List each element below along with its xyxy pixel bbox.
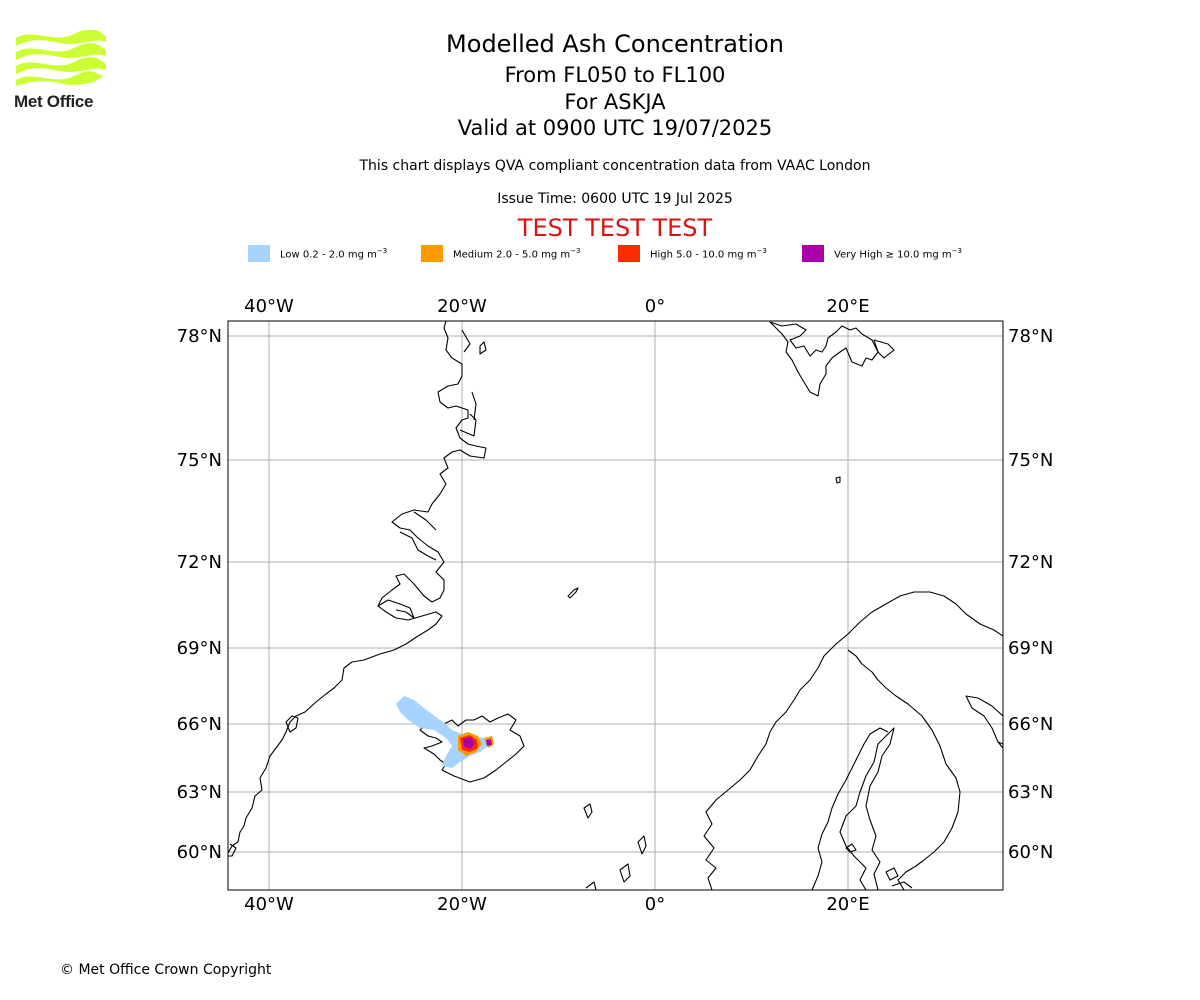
gulf-of-bothnia — [847, 649, 961, 890]
latitude-label-left: 72°N — [177, 552, 222, 573]
test-banner: TEST TEST TEST — [517, 214, 713, 242]
legend-label-medium: Medium 2.0 - 5.0 — [453, 249, 538, 261]
longitude-label-top: 20°W — [437, 296, 487, 317]
longitude-label-top: 40°W — [244, 296, 294, 317]
logo-text: Met Office — [14, 92, 94, 111]
issue-time: Issue Time: 0600 UTC 19 Jul 2025 — [497, 191, 733, 207]
ash-low-area — [396, 696, 488, 768]
baltic-coast — [965, 695, 1003, 749]
longitude-label-bottom: 40°W — [244, 894, 294, 915]
longitude-label-bottom: 0° — [645, 894, 665, 915]
longitude-label-bottom: 20°E — [826, 894, 869, 915]
latitude-label-left: 63°N — [177, 782, 222, 803]
legend-label-very-high: Very High ≥ 10.0 — [834, 249, 920, 261]
latitude-label-right: 63°N — [1008, 782, 1053, 803]
latitude-label-left: 78°N — [177, 326, 222, 347]
valid-time: Valid at 0900 UTC 19/07/2025 — [457, 116, 773, 140]
legend-swatch-medium — [421, 245, 443, 262]
longitude-label-top: 20°E — [826, 296, 869, 317]
axis-tick-labels: 40°W 40°W 20°W 20°W 0° 0° 20°E 20°E 78°N 78°N 75°N… — [177, 296, 1054, 915]
chart-description: This chart displays QVA compliant concen… — [359, 158, 871, 174]
longitude-label-top: 0° — [645, 296, 665, 317]
legend-swatch-very-high — [802, 245, 824, 262]
iceland-coast — [419, 713, 525, 783]
met-office-logo — [16, 30, 106, 86]
latitude-label-right: 78°N — [1008, 326, 1053, 347]
latitude-label-right: 72°N — [1008, 552, 1053, 573]
volcano-name: For ASKJA — [564, 90, 666, 114]
latitude-label-left: 75°N — [177, 450, 222, 471]
longitude-label-bottom: 20°W — [437, 894, 487, 915]
svalbard-coast — [769, 321, 879, 397]
flight-level-range: From FL050 to FL100 — [504, 63, 726, 87]
graticule — [228, 321, 1003, 890]
ash-very-high-area — [463, 737, 475, 749]
latitude-label-right: 75°N — [1008, 450, 1053, 471]
latitude-label-right: 60°N — [1008, 842, 1053, 863]
latitude-label-left: 66°N — [177, 714, 222, 735]
ash-plume — [396, 696, 494, 768]
latitude-label-left: 60°N — [177, 842, 222, 863]
map-frame — [227, 320, 1004, 891]
greenland-coast — [228, 321, 487, 854]
latitude-label-left: 69°N — [177, 638, 222, 659]
chart-title: Modelled Ash Concentration — [446, 30, 784, 58]
legend-swatch-low — [248, 245, 270, 262]
legend-label-low: Low 0.2 - 2.0 — [280, 249, 345, 261]
legend-swatch-high — [618, 245, 640, 262]
coastlines — [228, 321, 1003, 890]
jan-mayen-coast — [567, 587, 579, 599]
scandinavia-coast — [703, 591, 1003, 890]
latitude-label-right: 69°N — [1008, 638, 1053, 659]
legend-label-high: High 5.0 - 10.0 — [650, 249, 725, 261]
latitude-label-right: 66°N — [1008, 714, 1053, 735]
copyright-notice: © Met Office Crown Copyright — [60, 962, 272, 978]
